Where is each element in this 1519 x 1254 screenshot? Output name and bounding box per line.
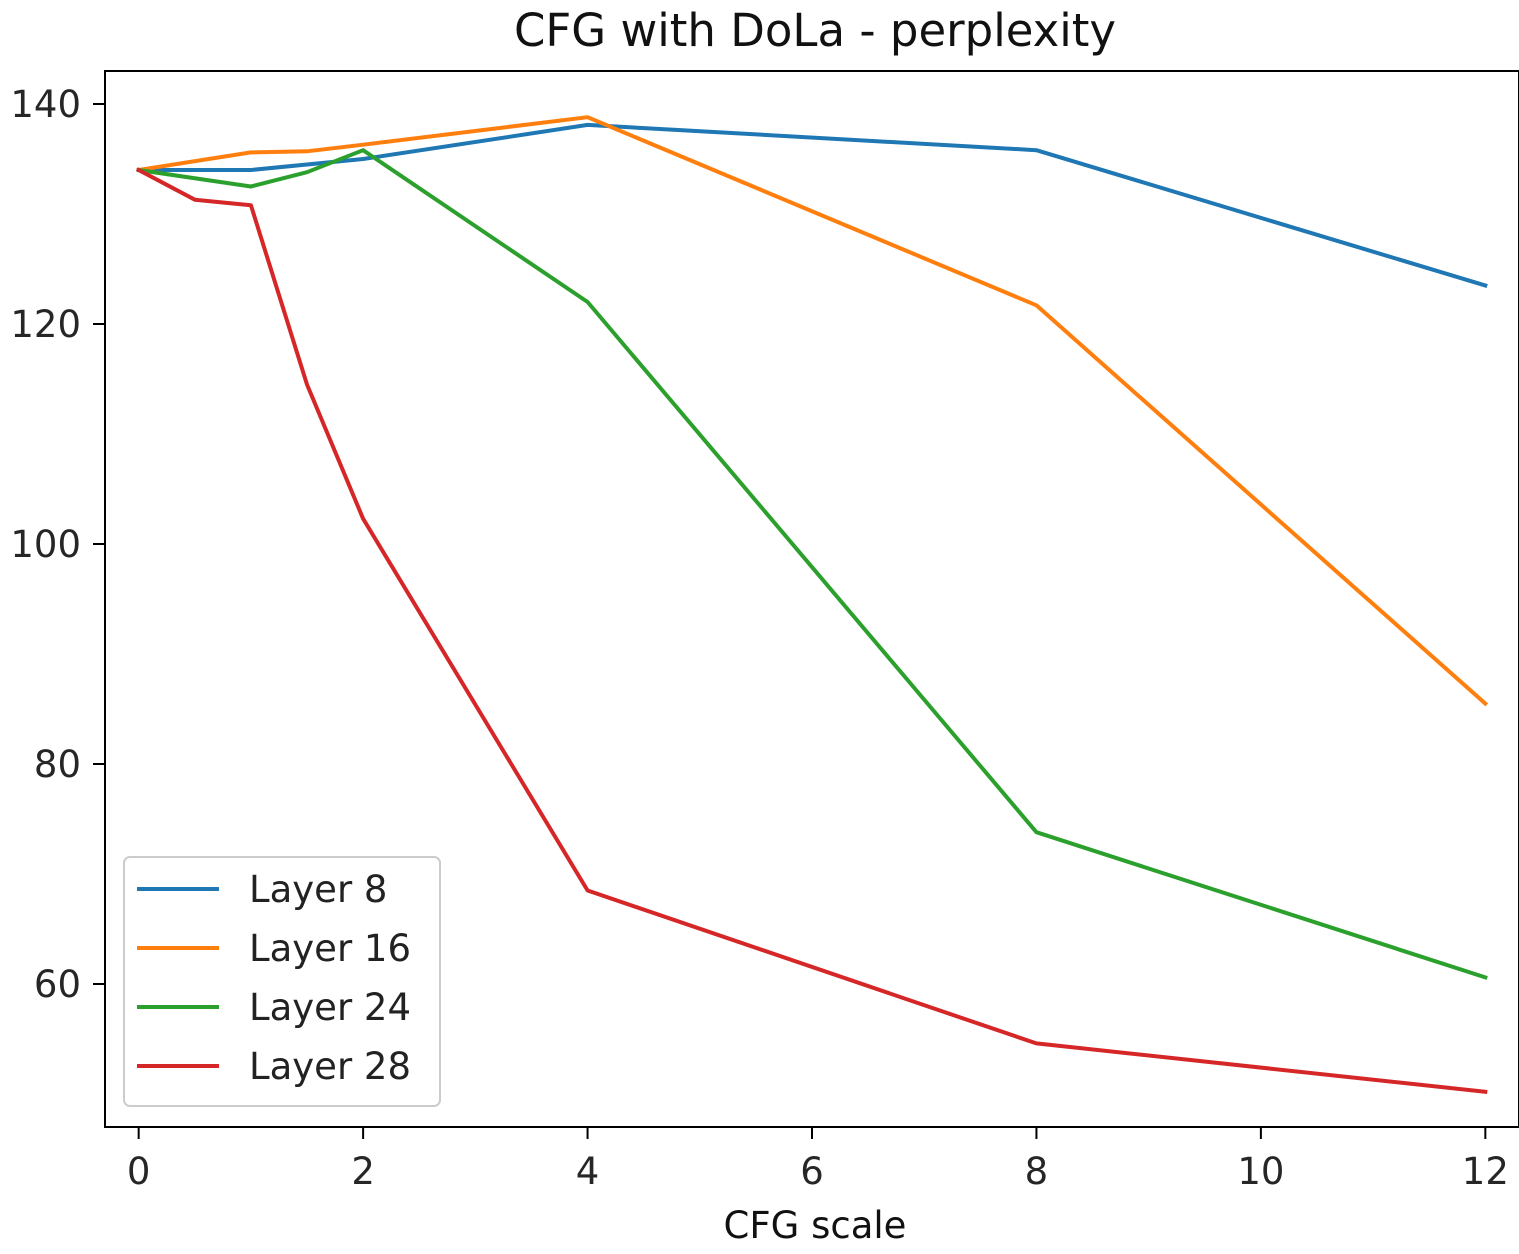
legend-label-layer-24: Layer 24 [249,986,411,1029]
series-line-layer-8 [136,122,1488,288]
chart-title: CFG with DoLa - perplexity [514,4,1116,57]
x-tick-label: 2 [351,1150,375,1193]
x-tick-label: 8 [1025,1150,1049,1193]
legend-label-layer-16: Layer 16 [249,927,411,970]
y-tick-label: 80 [34,743,81,786]
series-line-layer-16 [136,115,1489,707]
y-tick-label: 100 [10,523,81,566]
legend: Layer 8 Layer 16 Layer 24 Layer 28 [123,856,441,1107]
x-tick-label: 12 [1462,1150,1509,1193]
legend-label-layer-28: Layer 28 [249,1045,411,1088]
y-tick-label: 140 [10,83,81,126]
x-tick-label: 10 [1237,1150,1284,1193]
y-tick-label: 120 [10,303,81,346]
y-tick-label: 60 [34,963,81,1006]
x-tick-label: 6 [800,1150,824,1193]
legend-label-layer-8: Layer 8 [249,868,387,911]
series-lines [135,115,1489,1095]
x-tick-label: 0 [127,1150,151,1193]
series-line-layer-28 [135,167,1488,1095]
x-tick-label: 4 [576,1150,600,1193]
series-line-layer-24 [136,148,1488,980]
legend-box [123,856,441,1107]
x-axis-label: CFG scale [724,1204,907,1247]
axes: 0 2 4 6 8 10 12 60 80 100 120 140 [10,70,1519,1193]
